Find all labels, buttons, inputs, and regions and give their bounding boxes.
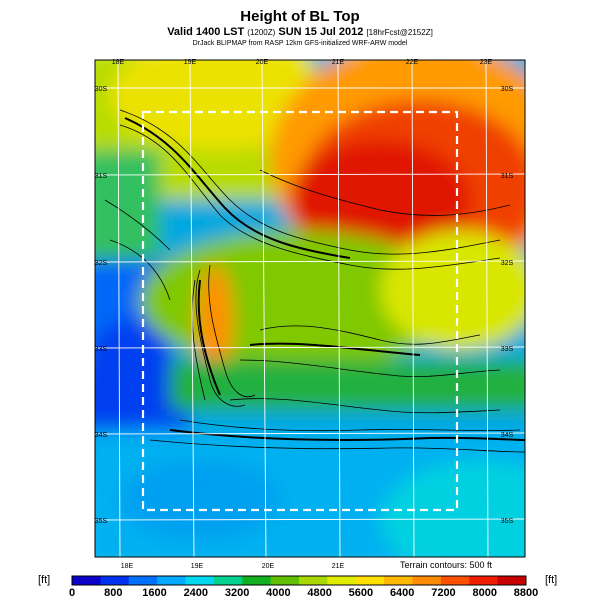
left-lat-label-33S: 33S: [95, 346, 108, 353]
colorbar-label-0: 0: [69, 587, 75, 599]
colorbar: 0 800 1600 2400 3200 4000 4800 5600 6400 7200 8000…: [69, 575, 538, 599]
height-field: [95, 60, 525, 557]
colorbar-label-7200: 7200: [431, 587, 455, 599]
colorbar-label-4000: 4000: [266, 587, 290, 599]
colorbar-swatch: [157, 576, 186, 585]
valid-date: SUN 15 Jul 2012: [278, 26, 364, 38]
inner-domain-box: [141, 110, 459, 512]
colorbar-label-4800: 4800: [307, 587, 331, 599]
map-frame: [94, 59, 526, 558]
top-lon-label-23E: 23E: [480, 59, 493, 66]
right-lat-label-31S: 31S: [501, 173, 514, 180]
left-lat-label-31S: 31S: [95, 173, 108, 180]
colorbar-swatch: [242, 576, 272, 585]
graticule: [95, 60, 525, 557]
colorbar-swatch: [440, 576, 470, 585]
colorbar-label-8800: 8800: [514, 587, 538, 599]
left-lat-label-30S: 30S: [95, 86, 108, 93]
colorbar-unit-left: [ft]: [38, 574, 51, 586]
terrain-contours-note: Terrain contours: 500 ft: [400, 560, 493, 570]
right-lat-label-34S: 34S: [501, 432, 514, 439]
colorbar-swatch: [213, 576, 243, 585]
colorbar-label-2400: 2400: [184, 587, 208, 599]
valid-time-utc: (1200Z): [247, 28, 276, 37]
bottom-lon-label-18E: 18E: [121, 563, 134, 570]
top-lon-label-18E: 18E: [112, 59, 125, 66]
colorbar-label-6400: 6400: [390, 587, 414, 599]
right-lat-label-33S: 33S: [501, 346, 514, 353]
colorbar-label-8000: 8000: [472, 587, 496, 599]
colorbar-unit-right: [ft]: [545, 574, 558, 586]
right-lat-label-32S: 32S: [501, 260, 514, 267]
colorbar-swatch: [327, 576, 357, 585]
colorbar-swatch: [185, 576, 215, 585]
top-lon-label-22E: 22E: [406, 59, 419, 66]
colorbar-label-3200: 3200: [225, 587, 249, 599]
map-title: Height of BL Top: [240, 8, 360, 25]
colorbar-label-800: 800: [104, 587, 122, 599]
colorbar-outline: [71, 575, 527, 586]
tick-labels: 18E 19E 20E 21E 22E 23E 18E 19E 20E 21E 30S 31S 32S 3…: [95, 59, 514, 570]
colorbar-swatch: [299, 576, 328, 585]
top-lon-label-19E: 19E: [184, 59, 197, 66]
right-lat-label-35S: 35S: [501, 518, 514, 525]
right-lat-label-30S: 30S: [501, 86, 514, 93]
bottom-lon-label-19E: 19E: [191, 563, 204, 570]
top-lon-label-21E: 21E: [332, 59, 345, 66]
bold-contours: [124, 117, 525, 441]
bottom-lon-label-21E: 21E: [332, 563, 345, 570]
valid-time: Valid 1400 LST: [167, 26, 245, 38]
colorbar-swatch: [128, 576, 158, 585]
colorbar-swatch: [100, 576, 130, 585]
colorbar-swatch: [355, 576, 385, 585]
colorbar-swatch: [497, 576, 527, 585]
left-lat-label-35S: 35S: [95, 518, 108, 525]
colorbar-label-1600: 1600: [142, 587, 166, 599]
terrain-contours: [104, 109, 525, 453]
colorbar-swatch: [72, 576, 101, 585]
colorbar-swatch: [412, 576, 442, 585]
bottom-lon-label-20E: 20E: [262, 563, 275, 570]
forecast-info: [18hrFcst@2152Z]: [366, 28, 433, 37]
left-lat-label-34S: 34S: [95, 432, 108, 439]
model-credit: DrJack BLIPMAP from RASP 12km GFS-initia…: [192, 40, 408, 47]
colorbar-swatch: [384, 576, 413, 585]
left-lat-label-32S: 32S: [95, 260, 108, 267]
top-lon-label-20E: 20E: [256, 59, 269, 66]
colorbar-swatch: [270, 576, 300, 585]
map-subtitle: Valid 1400 LST (1200Z) SUN 15 Jul 2012 […: [0, 26, 600, 38]
colorbar-label-5600: 5600: [349, 587, 373, 599]
colorbar-swatch: [469, 576, 499, 585]
